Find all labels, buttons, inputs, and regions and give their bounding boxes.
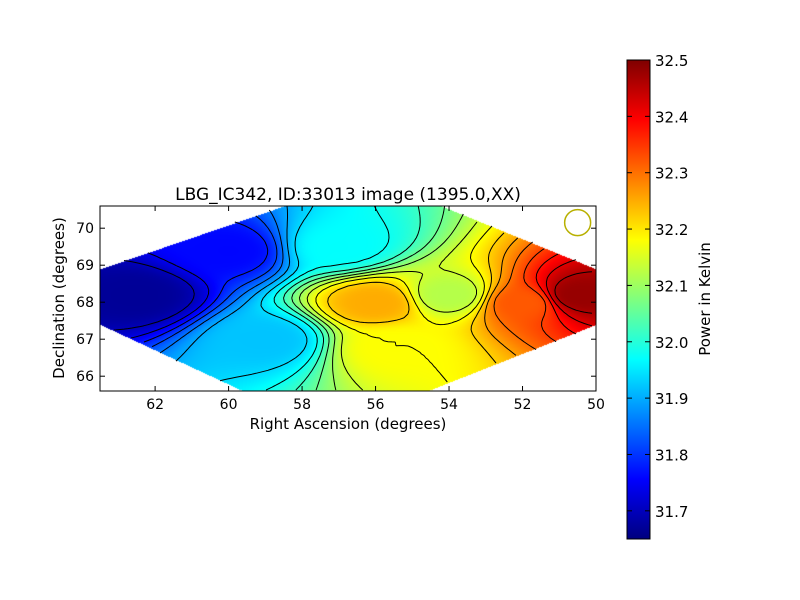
contour-line (315, 225, 493, 383)
contour-line (545, 259, 593, 327)
chart-title: LBG_IC342, ID:33013 image (1395.0,XX) (175, 185, 521, 205)
plot-frame (99, 205, 597, 392)
colorbar-tick-label: 32.2 (655, 221, 688, 239)
colorbar-fill (627, 60, 650, 539)
heatmap-image-container (100, 206, 596, 391)
contour-line (113, 260, 195, 331)
plot-area: 62 60 58 56 54 52 50 66 67 68 69 70 (76, 205, 605, 413)
contour-line (523, 248, 557, 343)
contour-line (283, 206, 421, 391)
contour-line (143, 221, 269, 343)
x-tick-label: 58 (293, 397, 311, 413)
contour-line (298, 213, 464, 391)
beam-marker (563, 208, 592, 237)
x-tick-label: 54 (440, 397, 458, 413)
y-tick-label: 67 (76, 332, 94, 348)
x-tick-label: 60 (220, 397, 238, 413)
colorbar-tick-label: 32.3 (655, 165, 688, 183)
colorbar-tick-label: 32.1 (655, 277, 688, 295)
contour-line (306, 221, 478, 391)
contour-line (151, 215, 278, 348)
colorbar-tick-label: 32.4 (655, 108, 688, 126)
colorbar-label: Power in Kelvin (696, 242, 714, 356)
colorbar-tick-label: 32.5 (655, 52, 688, 70)
colorbar-frame (626, 59, 651, 540)
contour-line (219, 206, 314, 382)
colorbar-tick-label: 32.0 (655, 334, 688, 352)
contour-line (535, 253, 577, 335)
colorbar: 31.7 31.8 31.9 32.0 32.1 32.2 32.3 32.4 32.5 Pow… (626, 52, 714, 540)
x-axis-ticks: 62 60 58 56 54 52 50 (146, 206, 605, 413)
y-tick-label: 69 (76, 258, 94, 274)
contour-line (159, 209, 284, 354)
x-tick-label: 56 (367, 397, 385, 413)
colorbar-tick-label: 31.9 (655, 390, 688, 408)
contour-line (493, 241, 537, 351)
contour-line (130, 252, 210, 339)
colorbar-ticks: 31.7 31.8 31.9 32.0 32.1 32.2 32.3 32.4 32.5 (627, 52, 688, 521)
y-axis-ticks: 66 67 68 69 70 (76, 221, 596, 385)
heatmap-image (100, 206, 596, 391)
x-tick-label: 50 (587, 397, 605, 413)
x-tick-label: 62 (146, 397, 164, 413)
contour-line (291, 206, 446, 391)
x-axis-label: Right Ascension (degrees) (250, 415, 447, 433)
contour-line (175, 206, 291, 362)
y-axis-label: Declination (degrees) (50, 217, 68, 379)
contour-line (484, 237, 519, 356)
colorbar-tick-label: 31.8 (655, 446, 688, 464)
contour-lines (113, 206, 593, 391)
y-tick-label: 70 (76, 221, 94, 237)
y-tick-label: 66 (76, 369, 94, 385)
x-tick-label: 52 (514, 397, 532, 413)
contour-line (327, 232, 505, 364)
contour-line (554, 271, 593, 314)
y-tick-label: 68 (76, 295, 94, 311)
colorbar-tick-label: 31.7 (655, 503, 688, 521)
